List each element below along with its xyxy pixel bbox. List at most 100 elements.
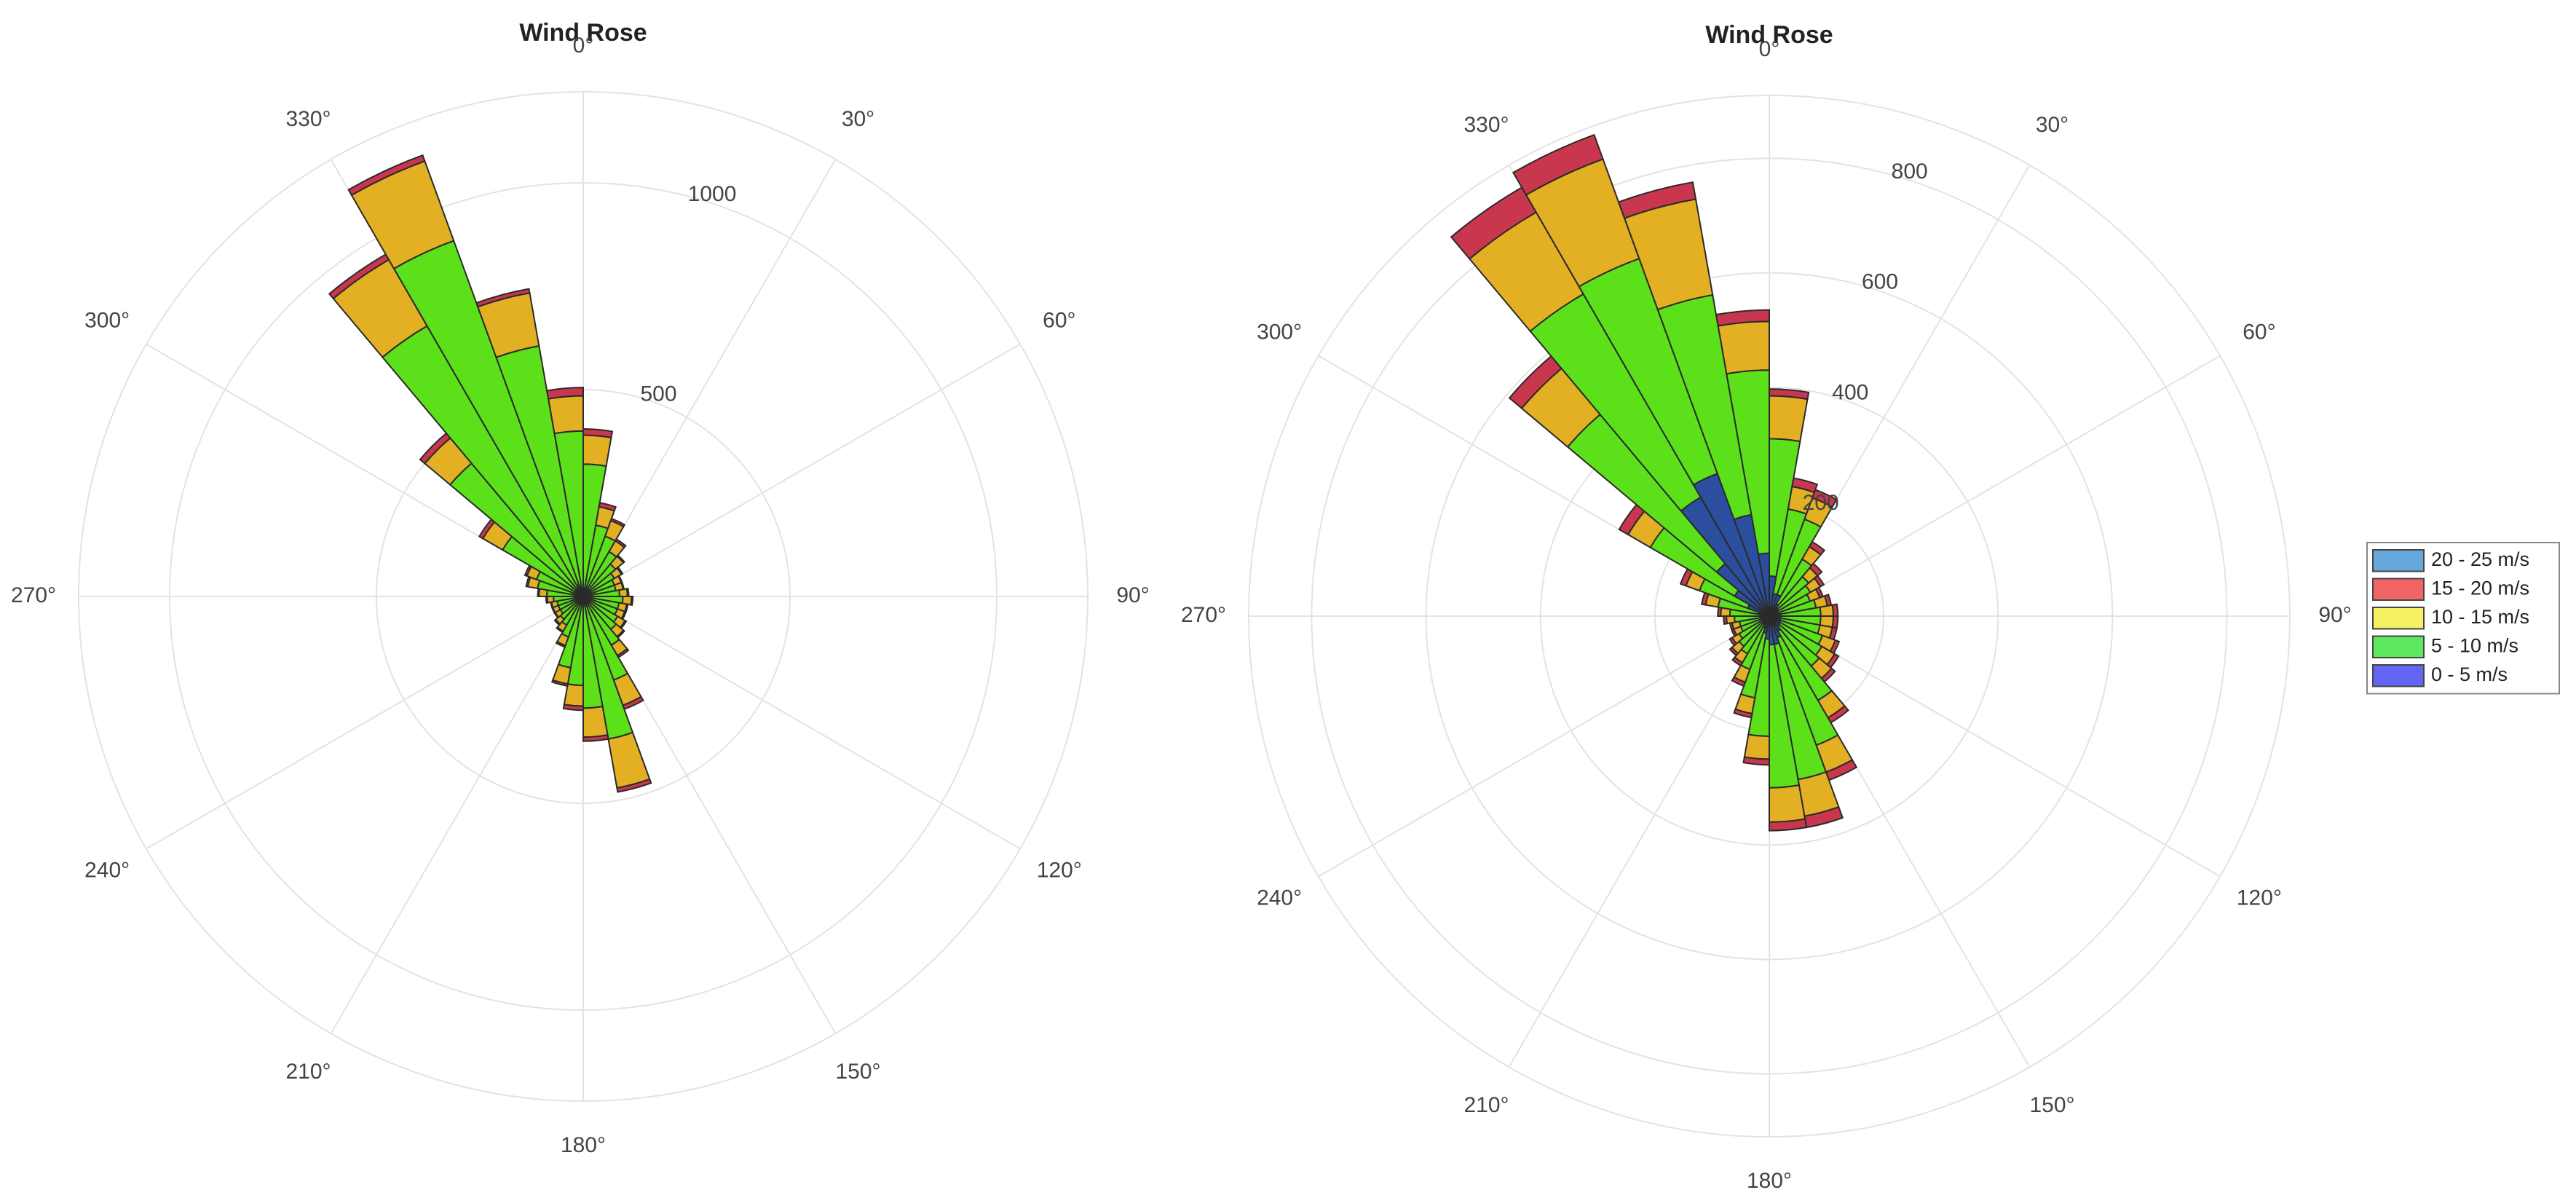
radial-tick-label: 500 [640, 382, 676, 406]
angular-tick-label: 240° [1257, 886, 1302, 910]
bar-segment [1728, 637, 1738, 647]
bar-segment [1831, 603, 1839, 617]
legend-label: 10 - 15 m/s [2431, 606, 2529, 628]
radial-tick-label: 1000 [688, 182, 737, 206]
angular-tick-label: 180° [561, 1133, 606, 1157]
bar-segment [1728, 646, 1739, 657]
angular-tick-label: 90° [2318, 603, 2351, 627]
legend-swatch [2372, 635, 2425, 658]
grid-spoke [146, 596, 584, 850]
bar-segment [1813, 575, 1825, 588]
angular-tick-label: 90° [1116, 583, 1149, 607]
angular-tick-label: 300° [84, 308, 130, 332]
legend-label: 15 - 20 m/s [2431, 577, 2529, 599]
legend-label: 20 - 25 m/s [2431, 548, 2529, 570]
radial-tick-label: 400 [1832, 380, 1868, 404]
legend-swatch [2372, 664, 2425, 687]
bar-segment [1715, 309, 1770, 327]
angular-tick-label: 30° [842, 107, 874, 131]
angular-tick-label: 270° [1181, 603, 1226, 627]
angular-tick-label: 330° [1463, 113, 1509, 137]
bar-segment [1512, 133, 1604, 196]
legend-label: 5 - 10 m/s [2431, 634, 2518, 656]
angular-tick-label: 30° [2036, 113, 2069, 137]
bar-segment [615, 554, 625, 564]
chart-title: Wind Rose [1705, 21, 1833, 49]
bar-segment [1617, 181, 1697, 219]
grid-spoke [1318, 615, 1770, 878]
bar-segment [1769, 388, 1810, 401]
bar-segment [545, 596, 549, 604]
angular-tick-label: 60° [2243, 320, 2275, 344]
bar-segment [616, 566, 624, 575]
bar-segment [347, 154, 426, 197]
legend-swatch [2372, 607, 2425, 630]
bar-segment [609, 517, 626, 528]
radial-tick-label: 600 [1862, 270, 1898, 294]
grid-spoke [1769, 355, 2221, 617]
legend-swatch [2372, 578, 2425, 601]
angular-tick-label: 60° [1043, 308, 1075, 332]
angular-tick-label: 300° [1257, 320, 1302, 344]
grid-spoke [1769, 615, 2221, 878]
bar-segment [562, 704, 584, 712]
legend-label: 0 - 5 m/s [2431, 663, 2508, 685]
angular-tick-label: 210° [285, 1060, 331, 1084]
radial-tick-label: 200 [1803, 491, 1839, 515]
bar-segment [553, 618, 561, 626]
angular-tick-label: 120° [1037, 858, 1082, 882]
bar-segment [616, 778, 652, 793]
angular-tick-label: 330° [285, 107, 331, 131]
bar-segment [582, 734, 609, 742]
bar-segment [563, 683, 584, 707]
bar-segment [1819, 604, 1835, 617]
bar-segment [582, 705, 609, 738]
grid-spoke [582, 159, 837, 597]
angular-tick-label: 240° [84, 858, 130, 882]
angular-tick-label: 0° [1759, 37, 1780, 61]
bar-segment [614, 537, 627, 548]
bar-segment [556, 626, 564, 634]
legend-swatch [2372, 549, 2425, 572]
bar-segment [1742, 756, 1770, 766]
bar-segment [1808, 540, 1826, 556]
radial-tick-label: 800 [1892, 159, 1928, 184]
bar-segment [1769, 784, 1806, 823]
bar-segment [607, 731, 651, 789]
angular-tick-label: 150° [2029, 1093, 2074, 1117]
bar-segment [1733, 708, 1753, 719]
bar-segment [1726, 615, 1736, 625]
bar-segment [1731, 656, 1744, 667]
bar-segment [537, 587, 541, 597]
bar-segment [1717, 320, 1770, 375]
angular-tick-label: 120° [2237, 886, 2282, 910]
angular-tick-label: 150° [835, 1060, 880, 1084]
bar-segment [555, 640, 566, 648]
bar-segment [582, 427, 614, 438]
grid-spoke [582, 596, 1021, 850]
angular-tick-label: 0° [573, 34, 594, 58]
bar-segment [1731, 676, 1747, 687]
grid-spoke [1508, 615, 1770, 1068]
angular-tick-label: 270° [11, 583, 56, 607]
bar-segment [550, 679, 569, 687]
grid-spoke [582, 343, 1021, 597]
bar-segment [1811, 489, 1838, 508]
bar-segment [625, 587, 630, 597]
bar-segment [1769, 395, 1809, 443]
bar-segment [630, 596, 634, 606]
bar-segment [1723, 615, 1728, 626]
bar-segment [582, 434, 612, 468]
bar-segment [598, 502, 617, 512]
chart-title: Wind Rose [519, 19, 647, 47]
angular-tick-label: 180° [1747, 1169, 1792, 1193]
bar-segment [1769, 818, 1808, 832]
bar-segment [548, 395, 584, 435]
bar-segment [546, 387, 584, 400]
bar-segment [1831, 615, 1839, 629]
bar-segment [618, 588, 628, 597]
angular-tick-label: 210° [1463, 1093, 1509, 1117]
